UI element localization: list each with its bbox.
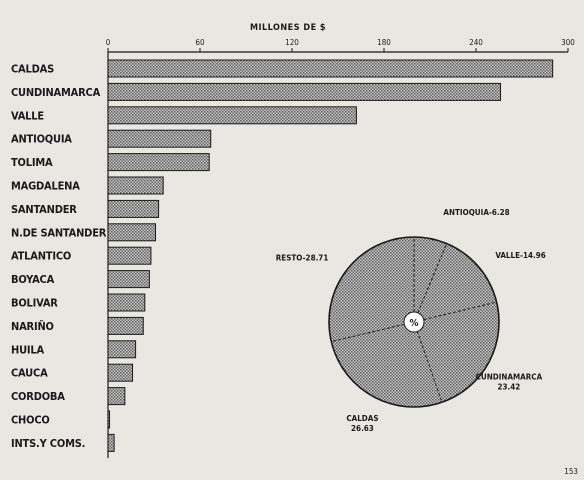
bar [107,387,126,406]
x-tick-label: 120 [285,38,299,47]
pie-layer: ANTIOQUIA-6.28 VALLE-14.96 CUNDINAMARCA23.… [276,208,546,433]
bar [107,59,554,78]
x-tick-label: 0 [106,38,111,47]
category-label: SANTANDER [11,203,77,216]
pie-slice-boundary [413,321,443,403]
category-label: ATLANTICO [11,250,71,263]
pie-slice-boundary [413,301,497,323]
bar [107,340,137,359]
category-label: CAUCA [11,367,48,380]
bar [107,153,210,172]
category-label: CORDOBA [11,390,65,403]
pie-slice-value: 26.63 [351,424,374,433]
x-tick-label: 180 [377,38,391,47]
category-label: HUILA [11,343,45,356]
category-label: BOYACA [11,273,55,286]
bar [107,293,146,312]
pie-center-circle [403,311,425,333]
pie-slice-label: CALDAS [346,414,378,423]
category-label: INTS.Y COMS. [11,437,85,450]
category-label: CUNDINAMARCA [11,86,101,99]
category-label: MAGDALENA [11,180,80,193]
x-tick-label: 60 [195,38,205,47]
bar [107,433,115,452]
pie-slice-label: RESTO-28.71 [276,254,329,263]
bar [107,223,157,242]
bar [107,199,160,218]
category-label: N.DE SANTANDER [11,226,107,239]
bar [107,246,152,265]
pie-slice-value: 23.42 [498,382,521,391]
bar [107,410,111,429]
pie-slice-label: ANTIOQUIA-6.28 [443,208,509,217]
x-tick-label: 300 [561,38,575,47]
category-label: CHOCO [11,414,50,427]
category-label: ANTIOQUIA [11,133,72,146]
pie-slice-boundary [331,321,415,343]
pie-slice-label: VALLE-14.96 [495,251,545,260]
pie-slice-label: CUNDINAMARCA [476,372,543,381]
x-tick-label: 240 [469,38,483,47]
category-label: CALDAS [11,63,54,76]
bar [107,316,144,335]
bar [107,176,164,195]
bar [107,129,212,148]
pie-center-label: % [409,318,418,329]
bar [107,270,150,289]
bar [107,82,502,101]
category-label: VALLE [11,109,44,122]
bar [107,106,357,125]
chart-title: MILLONES DE $ [250,23,326,33]
bar [107,363,134,382]
category-label: TOLIMA [11,156,53,169]
bars-layer: CALDAS CUNDINAMARCA VALLE ANTIOQUIA TOLIMA MA… [11,59,554,452]
page-number: 153 [564,467,578,476]
pie-slice-boundary [413,243,448,323]
category-label: NARIÑO [11,320,54,333]
category-label: BOLIVAR [11,297,58,310]
